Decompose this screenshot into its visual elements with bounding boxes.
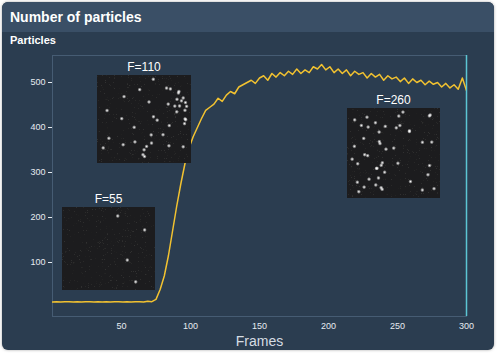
html-text:Particles: Particles <box>10 34 56 46</box>
svg-text:300: 300 <box>30 167 45 177</box>
html-text:Number of particles: Number of particles <box>10 9 142 25</box>
html-text:F=110: F=110 <box>127 60 161 74</box>
svg-text:300: 300 <box>459 321 474 331</box>
svg-text:400: 400 <box>30 122 45 132</box>
svg-text:500: 500 <box>30 77 45 87</box>
svg-text:150: 150 <box>252 321 267 331</box>
svg-text:50: 50 <box>116 321 126 331</box>
svg-text:200: 200 <box>30 212 45 222</box>
svg-text:Frames: Frames <box>236 333 283 349</box>
svg-text:250: 250 <box>390 321 405 331</box>
html-text:F=260: F=260 <box>376 93 411 107</box>
svg-text:100: 100 <box>183 321 198 331</box>
svg-text:100: 100 <box>30 257 45 267</box>
svg-text:200: 200 <box>321 321 336 331</box>
html-text:F=55: F=55 <box>94 192 123 206</box>
